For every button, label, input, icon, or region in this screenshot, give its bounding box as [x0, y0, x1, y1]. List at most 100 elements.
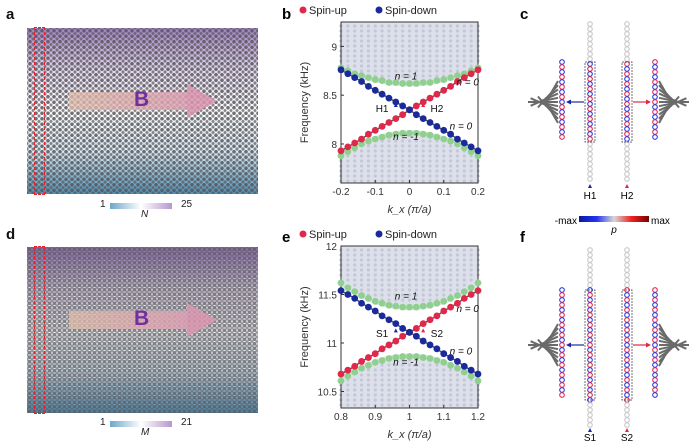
annotation: n = 0 — [456, 304, 479, 315]
bulk-mode-point — [346, 24, 350, 28]
bulk-mode-point — [455, 39, 460, 43]
bulk-mode-point — [401, 169, 405, 173]
bulk-mode-point — [380, 273, 384, 277]
bulk-mode-point — [449, 29, 453, 33]
bulk-mode-point — [469, 268, 473, 272]
bulk-mode-point — [394, 144, 398, 148]
lattice-site — [624, 166, 630, 172]
bulk-mode-point — [353, 169, 357, 173]
emission-site — [559, 367, 565, 373]
emission-site — [652, 94, 658, 100]
bulk-mode-point — [462, 268, 466, 272]
radiation-arrow-icon — [658, 108, 668, 124]
legend-spin-up: Spin-up — [309, 5, 347, 17]
spin-up-point — [365, 354, 372, 361]
bulk-mode-point — [449, 154, 453, 158]
bulk-mode-point — [394, 273, 398, 277]
bulk-mode-point — [373, 54, 377, 58]
lattice-site — [587, 392, 593, 398]
bulk-mode-point — [442, 59, 446, 63]
bulk-edge-point — [365, 361, 372, 369]
lattice-site — [624, 367, 630, 373]
lattice-site — [587, 277, 593, 283]
spin-up-point — [351, 139, 359, 147]
bulk-mode-point — [428, 144, 432, 148]
bulk-mode-point — [366, 49, 370, 53]
lattice-site — [624, 126, 630, 132]
radiation-arrow-icon — [542, 339, 559, 346]
colorbar-max: 21 — [181, 417, 193, 428]
lattice-site — [587, 357, 593, 363]
panel-label-f: f — [520, 229, 526, 246]
source-region-box — [584, 61, 596, 143]
bulk-mode-point — [401, 263, 405, 267]
bulk-mode-point — [435, 164, 439, 168]
bulk-mode-point — [421, 149, 425, 153]
spin-up-point — [358, 358, 365, 365]
bulk-edge-point — [447, 137, 454, 145]
bulk-mode-point — [428, 54, 432, 58]
bulk-mode-point — [373, 283, 377, 287]
legend-spin-down-marker — [375, 6, 383, 14]
emission-site — [652, 89, 658, 95]
state-marker-triangle-icon — [588, 428, 592, 432]
bulk-mode-point — [442, 373, 446, 377]
bulk-mode-point — [449, 398, 453, 402]
bulk-mode-point — [421, 179, 425, 183]
bulk-mode-point — [414, 154, 418, 158]
bulk-mode-point — [435, 273, 439, 277]
lattice-site — [624, 392, 630, 398]
lattice-site — [587, 106, 593, 112]
emission-site — [559, 382, 565, 388]
radiation-arrow-icon — [544, 88, 559, 100]
lattice-site — [624, 21, 630, 27]
bulk-mode-point — [387, 39, 391, 43]
bulk-mode-point — [373, 29, 377, 33]
bulk-mode-point — [462, 174, 466, 178]
bulk-mode-point — [455, 268, 460, 272]
bulk-mode-point — [366, 69, 370, 73]
spin-up-point — [426, 94, 434, 102]
bulk-mode-point — [449, 179, 453, 183]
bulk-mode-point — [366, 253, 370, 257]
x-axis-label: k_x (π/a) — [387, 429, 431, 441]
bulk-mode-point — [455, 44, 460, 48]
state-marker-triangle-icon — [588, 184, 592, 188]
lattice-site — [624, 322, 630, 328]
bulk-mode-point — [353, 64, 357, 68]
bulk-mode-point — [346, 164, 350, 168]
bulk-mode-point — [359, 49, 364, 53]
bulk-mode-point — [366, 288, 370, 292]
bulk-mode-point — [407, 248, 412, 252]
bulk-mode-point — [442, 378, 446, 382]
spin-up-point — [385, 341, 393, 349]
bulk-mode-point — [414, 268, 418, 272]
bulk-mode-point — [414, 54, 418, 58]
lattice-site — [624, 116, 630, 122]
bulk-mode-point — [366, 144, 370, 148]
bulk-mode-point — [366, 268, 370, 272]
lattice-site — [624, 317, 630, 323]
lattice-site — [624, 327, 630, 333]
bulk-edge-point — [385, 301, 393, 309]
lattice-site — [624, 151, 630, 157]
bulk-mode-point — [442, 268, 446, 272]
bulk-mode-point — [401, 273, 405, 277]
bulk-mode-point — [421, 154, 425, 158]
legend-spin-up-marker — [299, 6, 307, 14]
bulk-mode-point — [359, 39, 364, 43]
emission-site — [652, 367, 658, 373]
y-axis-label: Frequency (kHz) — [299, 286, 311, 367]
bulk-mode-point — [359, 263, 364, 267]
bulk-edge-point — [426, 355, 434, 362]
bulk-mode-point — [401, 283, 405, 287]
bulk-mode-point — [394, 29, 398, 33]
bulk-mode-point — [353, 253, 357, 257]
bulk-mode-point — [421, 393, 425, 397]
bulk-mode-point — [428, 373, 432, 377]
y-tick-label: 12 — [326, 242, 338, 253]
emission-site — [652, 357, 658, 363]
bulk-mode-point — [373, 278, 377, 282]
bulk-mode-point — [407, 44, 412, 48]
